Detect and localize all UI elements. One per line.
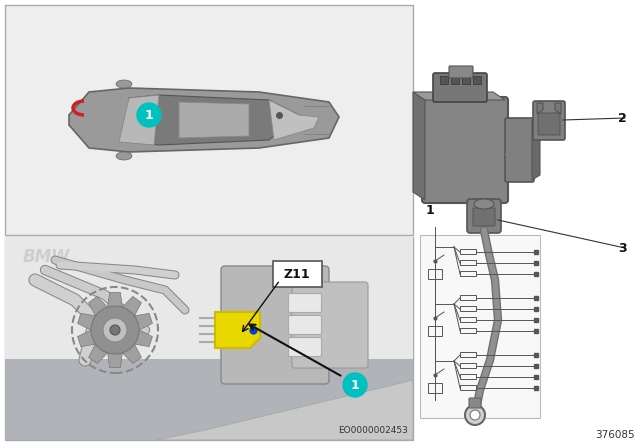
Bar xyxy=(460,260,476,265)
Bar xyxy=(428,326,442,336)
Circle shape xyxy=(343,373,367,397)
Bar xyxy=(460,249,476,254)
Bar xyxy=(473,76,481,84)
Polygon shape xyxy=(532,115,540,180)
FancyBboxPatch shape xyxy=(538,113,560,135)
FancyBboxPatch shape xyxy=(533,101,565,140)
Polygon shape xyxy=(5,237,413,359)
Bar xyxy=(460,317,476,322)
Bar xyxy=(451,76,459,84)
FancyBboxPatch shape xyxy=(505,118,534,182)
Polygon shape xyxy=(537,103,543,114)
FancyBboxPatch shape xyxy=(289,315,321,335)
Polygon shape xyxy=(413,92,505,100)
Polygon shape xyxy=(119,95,159,145)
FancyBboxPatch shape xyxy=(289,293,321,313)
Bar xyxy=(440,76,448,84)
Polygon shape xyxy=(5,359,413,440)
Polygon shape xyxy=(555,103,561,114)
Bar xyxy=(460,352,476,357)
Polygon shape xyxy=(88,297,108,316)
Polygon shape xyxy=(122,344,141,364)
Bar xyxy=(460,385,476,390)
Bar xyxy=(5,5,413,235)
Bar xyxy=(460,374,476,379)
Text: 376085: 376085 xyxy=(595,430,635,440)
Text: Z11: Z11 xyxy=(284,267,310,280)
Polygon shape xyxy=(269,100,319,140)
Bar xyxy=(462,76,470,84)
Circle shape xyxy=(137,103,161,127)
Text: 3: 3 xyxy=(618,241,627,254)
Circle shape xyxy=(103,318,127,342)
Polygon shape xyxy=(108,353,122,368)
Text: BMW: BMW xyxy=(23,248,70,266)
FancyBboxPatch shape xyxy=(473,208,495,226)
Circle shape xyxy=(91,306,139,354)
Ellipse shape xyxy=(116,152,132,160)
Polygon shape xyxy=(108,293,122,307)
Polygon shape xyxy=(215,312,260,348)
Bar xyxy=(460,271,476,276)
Polygon shape xyxy=(77,313,95,330)
Ellipse shape xyxy=(116,80,132,88)
Circle shape xyxy=(470,410,480,420)
Bar xyxy=(460,328,476,333)
Bar xyxy=(428,269,442,279)
Polygon shape xyxy=(179,102,249,138)
Polygon shape xyxy=(129,95,299,145)
FancyBboxPatch shape xyxy=(449,66,473,78)
FancyBboxPatch shape xyxy=(221,266,329,384)
Text: EO0000002453: EO0000002453 xyxy=(338,426,408,435)
Polygon shape xyxy=(77,330,95,347)
FancyBboxPatch shape xyxy=(273,261,322,287)
Polygon shape xyxy=(134,313,152,330)
Circle shape xyxy=(465,405,485,425)
FancyBboxPatch shape xyxy=(289,337,321,357)
Text: 2: 2 xyxy=(618,112,627,125)
Circle shape xyxy=(110,325,120,335)
Bar xyxy=(460,295,476,300)
FancyBboxPatch shape xyxy=(467,199,501,233)
Polygon shape xyxy=(88,344,108,364)
Bar xyxy=(428,383,442,393)
Ellipse shape xyxy=(474,199,494,209)
Polygon shape xyxy=(413,92,425,200)
Text: 1: 1 xyxy=(145,108,154,121)
FancyBboxPatch shape xyxy=(469,398,481,408)
Bar xyxy=(420,235,540,418)
Text: 1: 1 xyxy=(351,379,360,392)
Bar xyxy=(460,363,476,368)
Polygon shape xyxy=(69,88,339,152)
FancyBboxPatch shape xyxy=(292,282,368,368)
Polygon shape xyxy=(122,297,141,316)
FancyBboxPatch shape xyxy=(422,97,508,203)
Text: 1: 1 xyxy=(426,203,435,216)
Bar xyxy=(5,237,413,440)
Bar xyxy=(460,306,476,311)
Polygon shape xyxy=(155,380,413,440)
FancyBboxPatch shape xyxy=(433,73,487,102)
Polygon shape xyxy=(134,330,152,347)
